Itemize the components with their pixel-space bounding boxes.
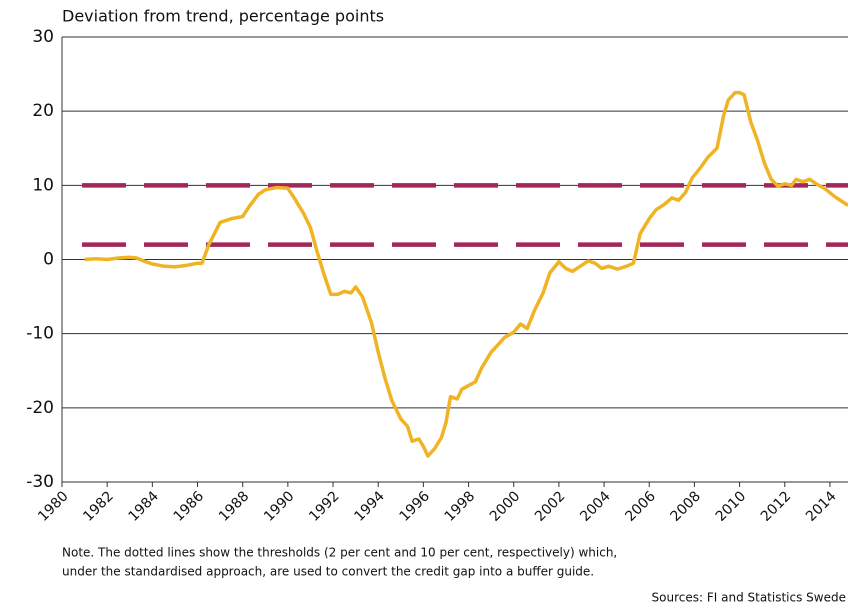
x-tick-label: 1982 xyxy=(80,488,117,525)
x-tick-label: 1996 xyxy=(397,488,434,525)
x-tick-label: 1990 xyxy=(261,488,298,525)
y-tick-label: -20 xyxy=(26,398,54,418)
x-tick-label: 2004 xyxy=(577,488,614,525)
x-tick-label: 2000 xyxy=(487,488,524,525)
y-tick-label: 10 xyxy=(32,175,54,195)
x-tick-label: 1980 xyxy=(35,488,72,525)
y-tick-label: 20 xyxy=(32,101,54,121)
x-tick-label: 1988 xyxy=(216,488,253,525)
x-tick-label: 2002 xyxy=(532,488,569,525)
x-tick-label: 2014 xyxy=(803,488,840,525)
chart-title: Deviation from trend, percentage points xyxy=(62,7,384,26)
note-line: Note. The dotted lines show the threshol… xyxy=(62,546,617,560)
x-tick-label: 2006 xyxy=(622,488,659,525)
y-tick-label: 30 xyxy=(32,27,54,47)
x-tick-label: 1984 xyxy=(125,488,162,525)
note-line: under the standardised approach, are use… xyxy=(62,565,594,579)
source: Sources: FI and Statistics Swede xyxy=(652,591,846,605)
x-tick-label: 2010 xyxy=(713,488,750,525)
y-tick-label: -30 xyxy=(26,472,54,492)
x-tick-label: 1992 xyxy=(306,488,343,525)
x-tick-label: 1986 xyxy=(171,488,208,525)
x-tick-label: 2008 xyxy=(668,488,705,525)
data-line xyxy=(84,90,848,458)
x-tick-label: 1998 xyxy=(442,488,479,525)
y-tick-label: -10 xyxy=(26,324,54,344)
y-tick-label: 0 xyxy=(43,250,54,270)
x-tick-label: 1994 xyxy=(351,488,388,525)
x-tick-label: 2012 xyxy=(758,488,795,525)
